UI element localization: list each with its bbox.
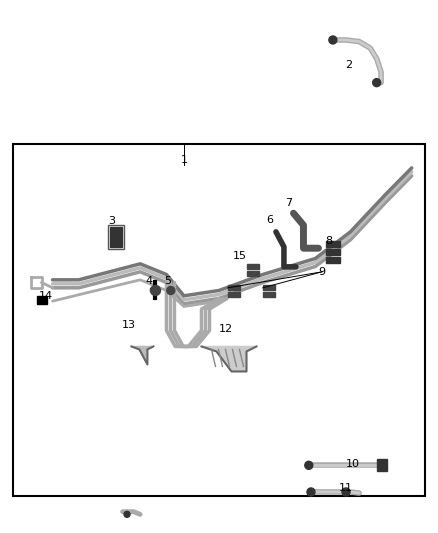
Text: 6: 6 <box>266 215 273 225</box>
Circle shape <box>307 488 315 496</box>
Text: 1: 1 <box>180 155 187 165</box>
Polygon shape <box>201 346 257 372</box>
Text: 5: 5 <box>164 277 171 286</box>
Text: 9: 9 <box>318 267 325 277</box>
Text: 14: 14 <box>39 291 53 301</box>
Text: 7: 7 <box>286 198 293 207</box>
Circle shape <box>342 488 350 496</box>
Bar <box>108 225 124 249</box>
Bar <box>13 144 425 496</box>
Polygon shape <box>131 346 153 365</box>
Text: 8: 8 <box>325 237 332 246</box>
Text: 12: 12 <box>219 325 233 334</box>
Bar <box>247 264 259 269</box>
Circle shape <box>151 286 160 295</box>
Text: 11: 11 <box>339 483 353 492</box>
Bar <box>37 296 47 304</box>
Circle shape <box>124 511 130 518</box>
Text: 3: 3 <box>108 216 115 226</box>
Bar <box>377 459 387 471</box>
Text: 2: 2 <box>345 60 352 70</box>
Bar <box>263 293 275 297</box>
Circle shape <box>305 461 313 470</box>
Bar <box>228 286 240 290</box>
Bar <box>228 293 240 297</box>
Circle shape <box>373 78 381 87</box>
Text: 13: 13 <box>122 320 136 330</box>
Text: 10: 10 <box>346 459 360 469</box>
Bar <box>110 227 122 247</box>
Bar <box>326 249 340 255</box>
Bar <box>326 257 340 263</box>
Bar <box>263 286 275 290</box>
Text: 15: 15 <box>233 251 247 261</box>
Circle shape <box>167 286 175 295</box>
Circle shape <box>329 36 337 44</box>
Bar <box>247 271 259 276</box>
Text: 4: 4 <box>145 277 152 286</box>
Bar <box>326 241 340 247</box>
